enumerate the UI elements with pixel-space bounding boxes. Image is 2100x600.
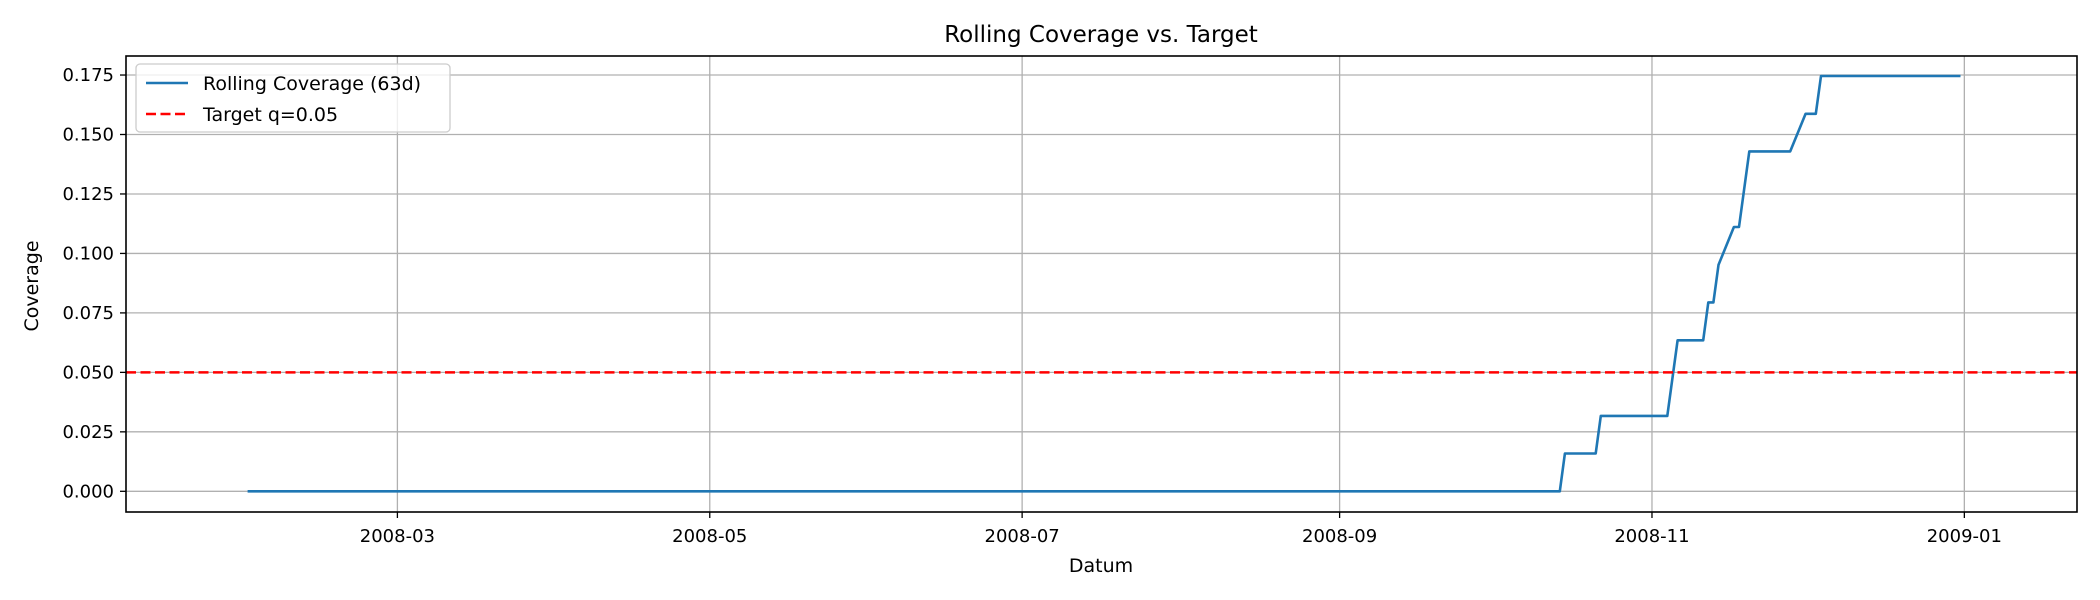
plot-frame [125, 55, 2078, 513]
legend: Rolling Coverage (63d) Target q=0.05 [135, 63, 451, 133]
y-axis-ticks: 0.000 0.025 0.050 0.075 0.100 0.125 0.150 0.175 [62, 65, 126, 502]
series-layer [126, 74, 2077, 493]
x-axis-title: Datum [1069, 555, 1133, 577]
y-tick-label: 0.125 [62, 184, 114, 205]
x-tick-label: 2009-01 [1927, 526, 2002, 547]
y-tick-label: 0.075 [62, 303, 114, 324]
legend-label-target: Target q=0.05 [202, 104, 338, 126]
legend-label-rolling-coverage: Rolling Coverage (63d) [203, 73, 421, 95]
x-tick-label: 2008-05 [672, 526, 747, 547]
x-tick-label: 2008-11 [1614, 526, 1689, 547]
legend-box [135, 63, 451, 133]
x-tick-label: 2008-07 [985, 526, 1060, 547]
y-tick-label: 0.150 [62, 124, 114, 145]
y-tick-label: 0.025 [62, 422, 114, 443]
y-tick-label: 0.000 [62, 481, 114, 502]
y-tick-label: 0.050 [62, 362, 114, 383]
x-axis-ticks: 2008-03 2008-05 2008-07 2008-09 2008-11 2009-… [360, 512, 2002, 547]
y-tick-label: 0.175 [62, 65, 114, 86]
chart-title: Rolling Coverage vs. Target [944, 22, 1258, 48]
rolling-coverage-line [247, 74, 1961, 493]
x-tick-label: 2008-03 [360, 526, 435, 547]
x-tick-label: 2008-09 [1302, 526, 1377, 547]
y-tick-label: 0.100 [62, 243, 114, 264]
y-axis-title: Coverage [21, 240, 43, 331]
